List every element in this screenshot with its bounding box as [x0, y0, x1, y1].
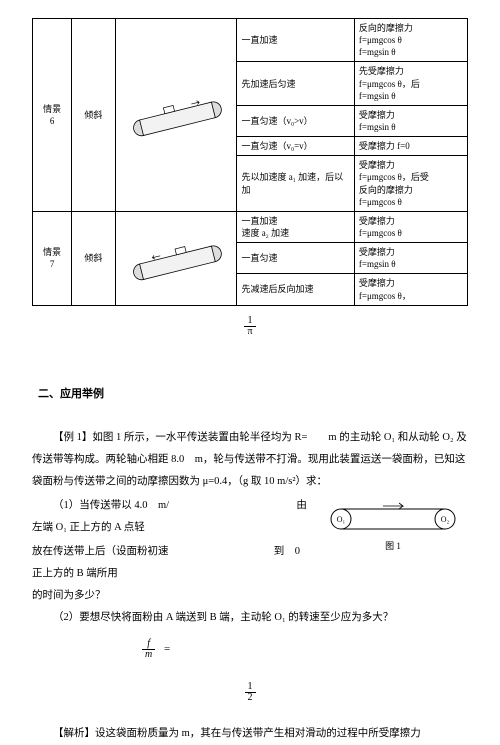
frac2-d: 2 — [245, 693, 256, 703]
s6-r4-mid: 先以加速度 a₁ 加速，后以加 — [237, 156, 354, 212]
s6-r2-rt: 受摩擦力f=mgsin θ — [354, 105, 467, 136]
q1-b: 放在传送带上后（设面粉初速 — [32, 546, 169, 557]
example-1-lead: 【例 1】如图 1 所示，一水平传送装置由轮半径均为 R= m 的主动轮 O₁ … — [32, 427, 468, 493]
s6-r0-mid: 一直加速 — [237, 19, 354, 62]
scenario-num: 6 — [50, 116, 55, 126]
analysis-lead: 【解析】设这袋面粉质量为 m，其在与传送带产生相对滑动的过程中所受摩擦力 — [32, 723, 468, 745]
q1-a: （1）当传送带以 4.0 m/ — [53, 500, 169, 511]
frac1-d: π — [244, 327, 255, 337]
s7-r1-rt: 受摩擦力f=mgsin θ — [354, 243, 467, 274]
fraction-1-over-pi: 1 π — [32, 316, 468, 337]
example-1: 【例 1】如图 1 所示，一水平传送装置由轮半径均为 R= m 的主动轮 O₁ … — [32, 427, 468, 745]
scenario-6-figure — [115, 19, 237, 212]
scenario-6-label: 情景 6 — [33, 19, 72, 212]
s6-r3-rt: 受摩擦力 f=0 — [354, 137, 467, 156]
section-2-title: 二、应用举例 — [38, 385, 468, 401]
scenario-7-label: 情景 7 — [33, 211, 72, 305]
scenario-7-incline: 倾斜 — [72, 211, 116, 305]
conveyor-incline-down-icon — [121, 233, 231, 281]
scenario-7-figure — [115, 211, 237, 305]
svg-text:O₂: O₂ — [441, 515, 450, 524]
eq-lhs: f — [147, 638, 150, 649]
s7-r2-rt: 受摩擦力f=μmgcos θ， — [354, 274, 467, 305]
s7-r1-mid: 一直匀速 — [237, 243, 354, 274]
scenario-text: 情景 — [43, 247, 61, 257]
s6-r2-mid: 一直匀速（v₀>v） — [237, 105, 354, 136]
s6-r3-mid: 一直匀速（v₀=v） — [237, 137, 354, 156]
figure-1: O₁ O₂ 图 1 — [318, 497, 468, 552]
scenario-6-incline: 倾斜 — [72, 19, 116, 212]
s7-r0-mid: 一直加速速度 a₂ 加速 — [237, 211, 354, 242]
s6-r1-rt: 先受摩擦力f=μmgcos θ，后f=mgsin θ — [354, 62, 467, 105]
conveyor-incline-up-icon — [121, 89, 231, 137]
eq-rhs-d: m — [145, 649, 152, 660]
fraction-1-over-2: 1 2 — [32, 682, 468, 703]
s7-r0-rt: 受摩擦力f=μmgcos θ — [354, 211, 467, 242]
s6-r1-mid: 先加速后匀速 — [237, 62, 354, 105]
scenario-num: 7 — [50, 259, 55, 269]
s6-r0-rt: 反向的摩擦力f=μmgcos θf=mgsin θ — [354, 19, 467, 62]
s7-r2-mid: 先减速后反向加速 — [237, 274, 354, 305]
example-1-q2: （2）要想尽快将面粉由 A 端送到 B 端，主动轮 O₁ 的转速至少应为多大？ — [32, 607, 468, 629]
scenario-text: 情景 — [43, 104, 61, 114]
scenario-table: 情景 6 倾斜 一直加速 反向的摩擦力f=μmgcos θf=mgsin θ 先… — [32, 18, 468, 306]
horizontal-conveyor-icon: O₁ O₂ — [323, 497, 463, 535]
figure-1-caption: 图 1 — [318, 539, 468, 552]
example-1-q1c: 的时间为多少？ — [32, 585, 468, 607]
svg-text:O₁: O₁ — [337, 515, 346, 524]
s6-r4-rt: 受摩擦力f=μmgcos θ，后受反向的摩擦力f=μmgcos θ — [354, 156, 467, 212]
equation-fm: f m = — [32, 639, 468, 660]
